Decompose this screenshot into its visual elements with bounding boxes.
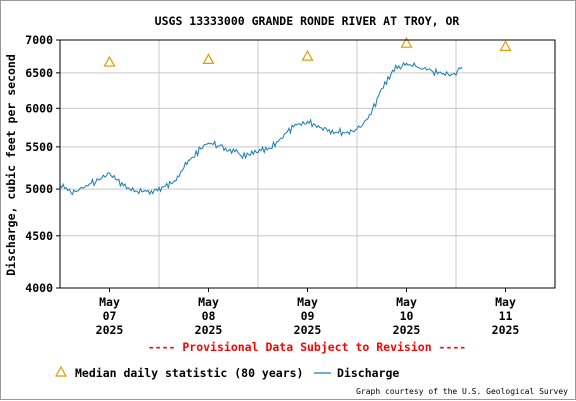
x-tick-label: 2025 — [294, 323, 322, 337]
x-tick-label: May — [396, 295, 417, 309]
y-axis-label: Discharge, cubic feet per second — [4, 54, 18, 276]
x-tick-label: 11 — [499, 309, 513, 323]
x-tick-label: 10 — [400, 309, 414, 323]
y-tick-label: 5500 — [25, 140, 53, 154]
plot-frame — [59, 39, 556, 289]
x-tick-labels: May072025May082025May092025May102025May1… — [96, 288, 520, 337]
median-point-marker — [301, 49, 314, 61]
y-tick-label: 4000 — [25, 281, 53, 295]
x-tick-label: May — [198, 295, 219, 309]
y-tick-labels: 4000 4500 5000 5500 6000 6500 7000 — [25, 33, 60, 295]
x-tick-label: 2025 — [96, 323, 124, 337]
x-tick-label: 07 — [103, 309, 117, 323]
grid-lines — [60, 40, 555, 288]
y-tick-label: 7000 — [25, 33, 53, 47]
y-tick-label: 6500 — [25, 66, 53, 80]
y-tick-label: 5000 — [25, 182, 53, 196]
median-point-marker — [400, 36, 413, 48]
legend: Median daily statistic (80 years) Discha… — [54, 365, 399, 380]
chart-title: USGS 13333000 GRANDE RONDE RIVER AT TROY… — [155, 14, 460, 28]
legend-label-median: Median daily statistic (80 years) — [75, 366, 303, 380]
x-tick-label: 2025 — [195, 323, 223, 337]
median-point-marker — [103, 55, 116, 67]
x-tick-label: May — [297, 295, 318, 309]
median-point-marker — [202, 53, 215, 65]
y-tick-label: 4500 — [25, 229, 53, 243]
legend-triangle-icon — [54, 365, 68, 377]
legend-label-discharge: Discharge — [337, 366, 399, 380]
median-point-marker — [499, 40, 512, 51]
x-tick-label: 2025 — [492, 323, 520, 337]
x-tick-label: May — [495, 295, 516, 309]
y-tick-label: 6000 — [25, 101, 53, 115]
x-tick-label: 08 — [202, 309, 216, 323]
x-tick-label: 09 — [301, 309, 315, 323]
x-tick-label: 2025 — [393, 323, 421, 337]
x-tick-label: May — [99, 295, 120, 309]
provisional-note: ---- Provisional Data Subject to Revisio… — [148, 340, 467, 354]
credit-note: Graph courtesy of the U.S. Geological Su… — [356, 387, 568, 396]
discharge-line — [59, 61, 463, 196]
series-layer — [59, 36, 512, 196]
